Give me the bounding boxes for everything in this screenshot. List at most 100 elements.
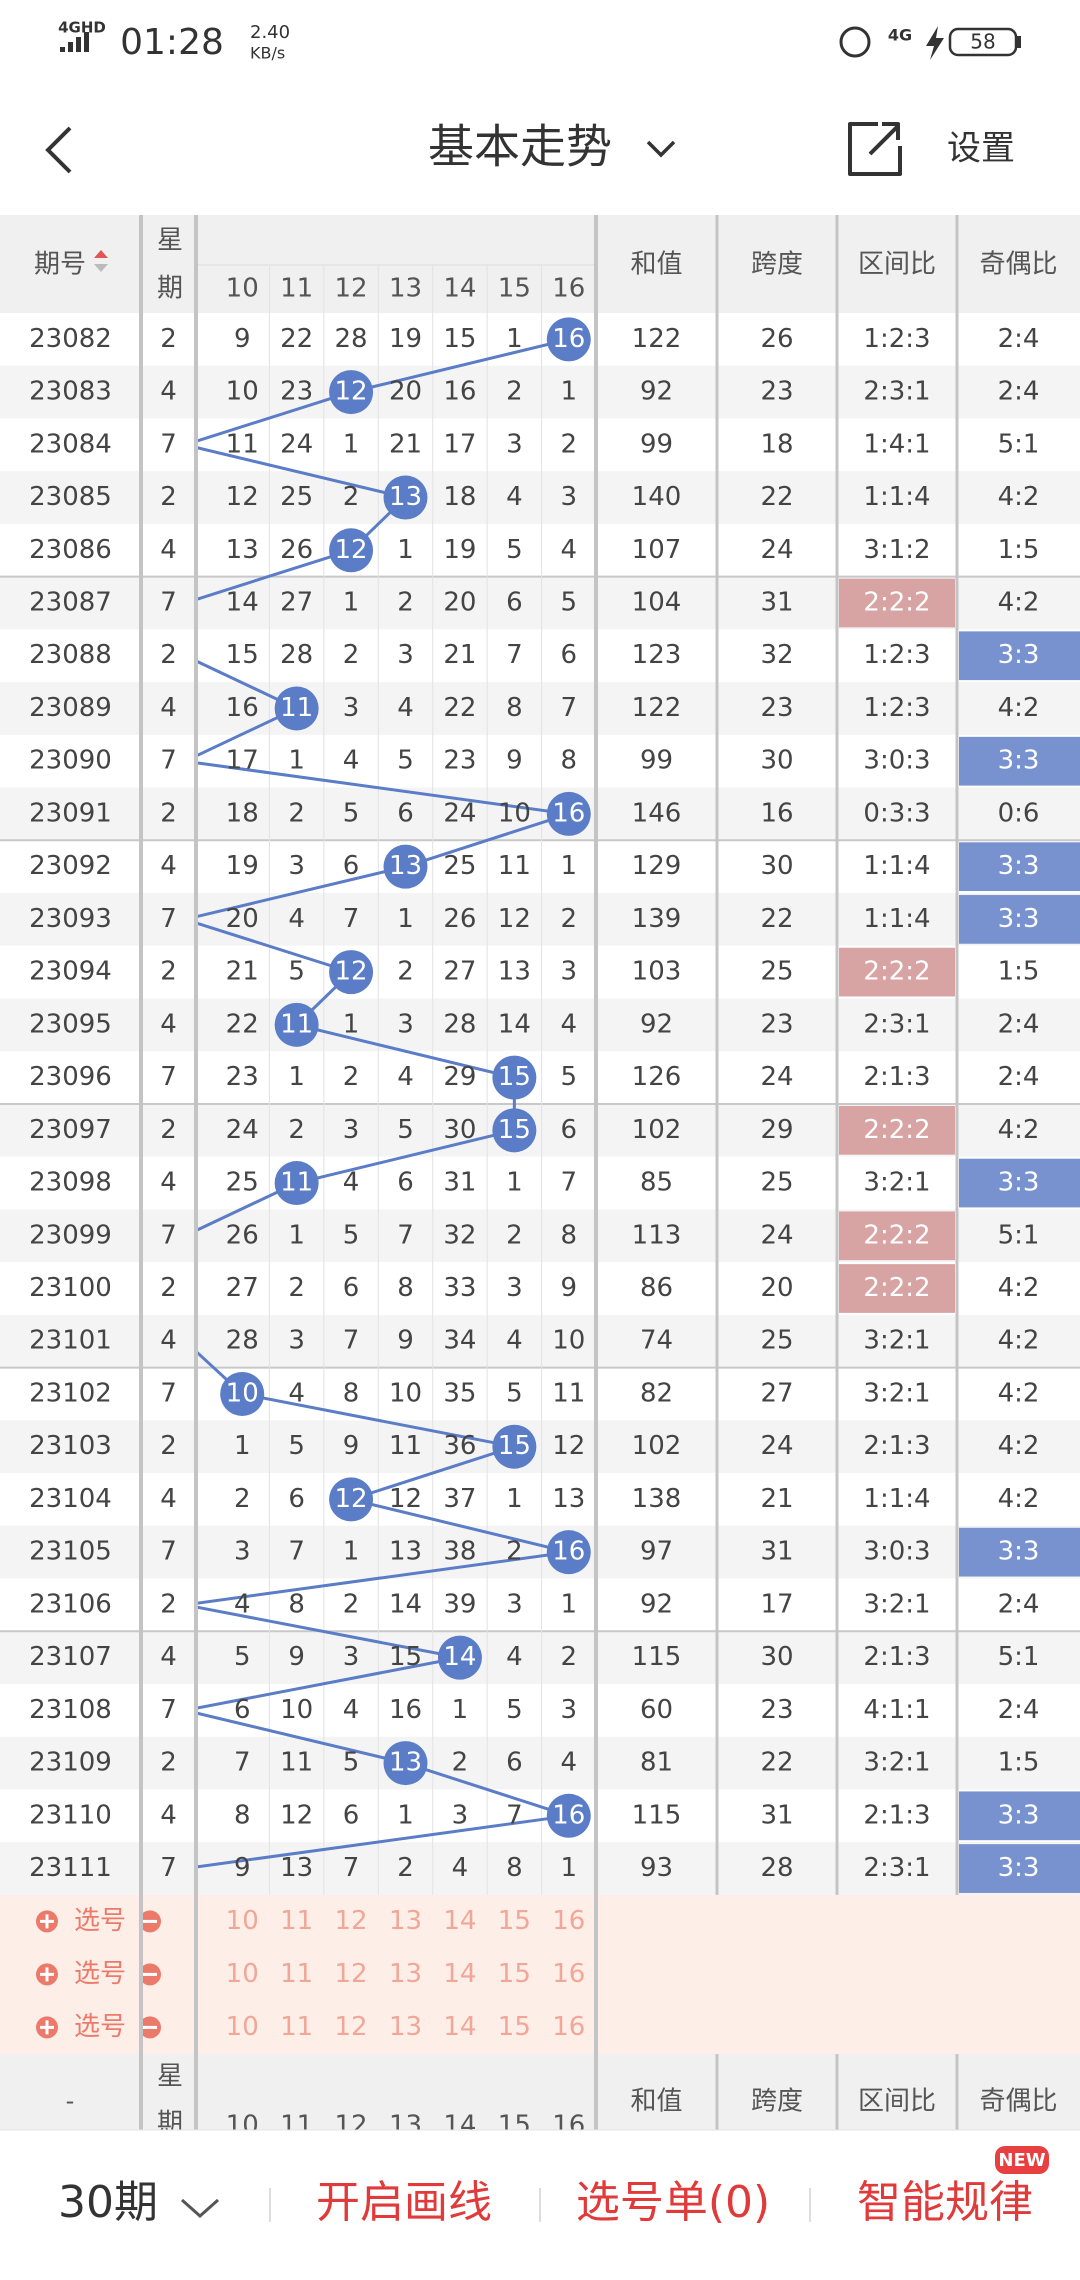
settings-button[interactable]: 设置	[947, 129, 1015, 169]
pick-number[interactable]: 16	[552, 1959, 585, 1989]
period-selector[interactable]: 30期	[58, 2177, 158, 2228]
hit-ball	[492, 1055, 537, 1100]
pick-number[interactable]: 10	[226, 1959, 259, 1989]
parity-highlight	[959, 1791, 1080, 1841]
header-span: 跨度	[751, 250, 803, 280]
miss-cell: 3	[234, 1537, 251, 1567]
signal-bar	[76, 37, 81, 52]
miss-cell: 5	[506, 535, 523, 565]
parity-cell: 4:2	[998, 1273, 1040, 1303]
row-bg	[0, 523, 1080, 577]
speed: 2.40	[250, 22, 290, 43]
parity-cell: 1:5	[998, 957, 1040, 987]
miss-cell: 8	[561, 1220, 578, 1250]
header-weekday: 期	[157, 274, 183, 304]
pick-label[interactable]: 选号	[74, 1959, 126, 1989]
pick-list-button[interactable]: 选号单(0)	[576, 2177, 770, 2228]
weekday-cell: 4	[160, 1800, 177, 1830]
miss-cell: 6	[506, 588, 523, 618]
period-cell: 23102	[29, 1378, 112, 1408]
parity-cell: 2:4	[998, 1589, 1040, 1619]
footer-period: -	[66, 2087, 75, 2115]
miss-cell: 27	[443, 957, 476, 987]
miss-cell: 1	[561, 377, 578, 407]
weekday-cell: 4	[160, 1168, 177, 1198]
pick-label[interactable]: 选号	[74, 2012, 126, 2042]
pick-number[interactable]: 11	[280, 1959, 313, 1989]
pick-number[interactable]: 12	[335, 1959, 368, 1989]
sum-cell: 129	[632, 851, 682, 881]
span-cell: 27	[760, 1378, 793, 1408]
pick-number[interactable]: 11	[280, 1906, 313, 1936]
zone-cell: 2:1:3	[863, 1642, 930, 1672]
pick-number[interactable]: 15	[498, 2012, 531, 2042]
pick-number[interactable]: 14	[443, 1906, 476, 1936]
miss-cell: 3	[561, 957, 578, 987]
pick-number[interactable]: 10	[226, 1906, 259, 1936]
miss-cell: 1	[343, 429, 360, 459]
pick-number[interactable]: 14	[443, 2012, 476, 2042]
clock: 01:28	[120, 22, 224, 63]
pick-number[interactable]: 12	[335, 2012, 368, 2042]
span-cell: 24	[760, 1220, 793, 1250]
miss-cell: 5	[397, 1115, 414, 1145]
hit-ball	[546, 317, 591, 362]
period-cell: 23090	[29, 746, 112, 776]
pick-label[interactable]: 选号	[74, 1906, 126, 1936]
pick-number[interactable]: 11	[280, 2012, 313, 2042]
miss-cell: 39	[443, 1589, 476, 1619]
pick-number[interactable]: 14	[443, 1959, 476, 1989]
footer-parity: 奇偶比	[979, 2087, 1057, 2117]
pick-number[interactable]: 10	[226, 2012, 259, 2042]
miss-cell: 7	[234, 1748, 251, 1778]
span-cell: 17	[760, 1589, 793, 1619]
miss-cell: 3	[343, 1115, 360, 1145]
miss-cell: 2	[561, 1642, 578, 1672]
miss-cell: 6	[561, 640, 578, 670]
charge-icon	[926, 26, 944, 60]
pick-number[interactable]: 12	[335, 1906, 368, 1936]
miss-cell: 11	[552, 1378, 585, 1408]
back-button[interactable]	[45, 126, 72, 174]
parity-cell: 3:3	[998, 746, 1040, 776]
pick-number[interactable]: 16	[552, 2012, 585, 2042]
parity-cell: 2:4	[998, 1695, 1040, 1725]
span-cell: 23	[760, 1695, 793, 1725]
miss-cell: 27	[280, 588, 313, 618]
smart-rules-button[interactable]: 智能规律	[857, 2177, 1033, 2228]
miss-cell: 3	[343, 693, 360, 723]
hit-ball	[329, 950, 374, 995]
miss-cell: 2	[506, 377, 523, 407]
parity-cell: 1:5	[998, 535, 1040, 565]
weekday-cell: 7	[160, 1695, 177, 1725]
row-bg	[0, 1842, 1080, 1895]
miss-cell: 13	[498, 957, 531, 987]
span-cell: 28	[760, 1853, 793, 1883]
span-cell: 23	[760, 377, 793, 407]
pick-number[interactable]: 15	[498, 1959, 531, 1989]
pick-add-sign	[40, 1914, 54, 1929]
zone-cell: 3:1:2	[863, 535, 930, 565]
parity-highlight	[959, 631, 1080, 681]
pick-number[interactable]: 13	[389, 2012, 422, 2042]
row-bg	[0, 418, 1080, 472]
miss-cell: 3	[343, 1642, 360, 1672]
pick-number[interactable]: 15	[498, 1906, 531, 1936]
pick-number[interactable]: 13	[389, 1959, 422, 1989]
sum-cell: 115	[632, 1800, 682, 1830]
zone-cell: 1:4:1	[863, 429, 930, 459]
pick-number[interactable]: 13	[389, 1906, 422, 1936]
draw-lines-button[interactable]: 开启画线	[316, 2177, 492, 2228]
span-cell: 30	[760, 851, 793, 881]
miss-cell: 3	[397, 640, 414, 670]
miss-cell: 2	[343, 640, 360, 670]
miss-cell: 5	[288, 957, 305, 987]
share-icon[interactable]	[848, 122, 902, 176]
network2-label: 4G	[888, 26, 912, 45]
period-cell: 23082	[29, 324, 112, 354]
title-dropdown[interactable]	[646, 140, 676, 158]
pick-number[interactable]: 16	[552, 1906, 585, 1936]
hit-number: 15	[498, 1115, 531, 1145]
period-cell: 23086	[29, 535, 112, 565]
zone-cell: 2:2:2	[863, 957, 930, 987]
